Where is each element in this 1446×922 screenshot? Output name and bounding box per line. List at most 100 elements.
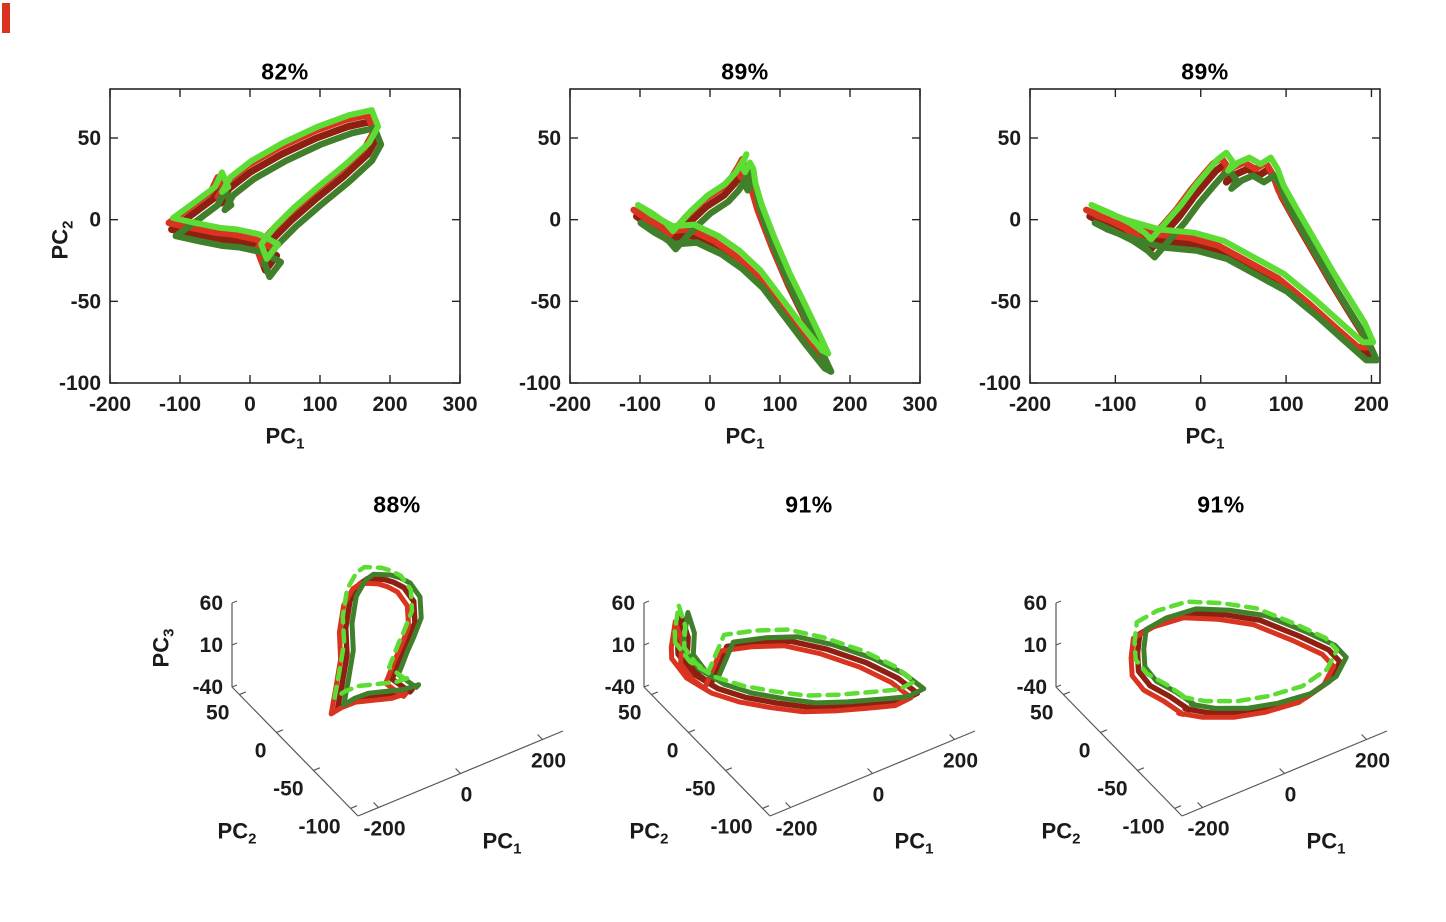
y-axis-line [643, 686, 771, 817]
y-tick-label: -50 [991, 290, 1021, 313]
subplot-title: 89% [721, 58, 769, 85]
y-tick [688, 729, 696, 734]
z-tick-label: -40 [193, 676, 223, 699]
x-axis-label: PC1 [266, 423, 305, 452]
trajectory-bright-green [1132, 599, 1340, 704]
x-axis-label-base: PC [725, 423, 757, 449]
y-tick [1063, 691, 1071, 696]
x-tick-label: -200 [363, 818, 405, 841]
y-tick-label: 0 [1079, 740, 1091, 763]
y-tick [276, 729, 284, 734]
trajectory-dark-green [637, 169, 835, 375]
y-tick-label: -100 [59, 372, 101, 395]
x-axis-label: PC1 [726, 423, 765, 452]
y-tick-label: 50 [1030, 702, 1053, 725]
y-tick [1174, 805, 1182, 809]
z-tick [231, 600, 238, 604]
x-axis-label: PC1 [895, 828, 934, 857]
y-axis-label-base: PC [629, 818, 661, 844]
z-tick-label: 60 [612, 592, 635, 615]
x-axis-label-base: PC [265, 423, 297, 449]
x-tick [1197, 802, 1203, 808]
x-tick-label: -200 [775, 818, 817, 841]
y-tick-label: -50 [1097, 777, 1127, 800]
trajectory-dark-red [334, 576, 418, 713]
z-tick-label: 10 [612, 634, 635, 657]
x-tick-label: 0 [244, 393, 256, 416]
x-tick [785, 802, 791, 808]
z-tick-label: 10 [200, 634, 223, 657]
subplot-title: 91% [785, 491, 833, 518]
x-tick-label: 100 [762, 393, 797, 416]
y-tick-label: -100 [519, 372, 561, 395]
y-axis-label: PC2 [218, 818, 257, 847]
x-tick-label: -200 [89, 393, 131, 416]
trajectory-bright-green [634, 151, 832, 357]
x-tick-label: -200 [549, 393, 591, 416]
y-axis-label-sub: 2 [248, 830, 257, 848]
x-tick-label: -100 [159, 393, 201, 416]
y-tick-label: -100 [979, 372, 1021, 395]
x-tick-label: -200 [1187, 818, 1229, 841]
y-tick [651, 691, 659, 696]
y-axis-label-base: PC [217, 818, 249, 844]
z-tick [643, 600, 650, 604]
x-tick [867, 768, 873, 774]
z-tick [1055, 600, 1062, 604]
x-axis-label-base: PC [894, 828, 926, 854]
y-axis-label: PC2 [630, 818, 669, 847]
y-tick-label: -50 [273, 777, 303, 800]
trajectory-dark-green [341, 571, 424, 708]
z-tick [231, 684, 238, 688]
x-tick-label: 200 [372, 393, 407, 416]
plot-canvas-3d: -200 0 200 50 0 -50 -100 60 10 -40 [1017, 592, 1390, 841]
y-axis-label-sub: 2 [1072, 830, 1081, 848]
subplot-title: 89% [1181, 58, 1229, 85]
x-axis-label-sub: 1 [513, 840, 522, 858]
y-axis-line [231, 686, 359, 817]
trajectory-dark-green [1091, 167, 1380, 364]
x-tick-label: 100 [302, 393, 337, 416]
y-tick-label: 0 [1009, 209, 1021, 232]
y-tick [239, 691, 247, 696]
trajectory-bright-green [332, 564, 415, 700]
x-tick-label: 0 [704, 393, 716, 416]
axes-box [569, 88, 921, 384]
z-tick [231, 642, 238, 646]
x-axis-label-sub: 1 [1216, 435, 1225, 453]
y-tick [313, 767, 321, 772]
y-tick-label: 50 [78, 127, 101, 150]
y-tick-label: -50 [531, 290, 561, 313]
x-tick-label: 200 [1355, 750, 1390, 773]
x-tick [1361, 734, 1367, 740]
x-tick-label: 200 [531, 750, 566, 773]
trajectory-bright-red [668, 619, 914, 715]
y-tick-label: -50 [71, 290, 101, 313]
x-axis-label: PC1 [1186, 423, 1225, 452]
x-axis-label-sub: 1 [1337, 840, 1346, 858]
y-tick-label: 0 [549, 209, 561, 232]
y-tick-label: 0 [667, 740, 679, 763]
z-tick-label: 60 [1024, 592, 1047, 615]
x-tick-label: 200 [943, 750, 978, 773]
x-axis-label-sub: 1 [756, 435, 765, 453]
x-axis-label-base: PC [482, 828, 514, 854]
z-tick-label: 60 [200, 592, 223, 615]
subplot-title: 88% [373, 491, 421, 518]
plot-canvas-3d: -200 0 200 50 0 -50 -100 60 10 -40 [193, 564, 566, 841]
y-axis-label-base: PC [1041, 818, 1073, 844]
y-tick-label: 50 [206, 702, 229, 725]
x-tick [949, 734, 955, 740]
y-tick [1100, 729, 1108, 734]
y-tick-label: 50 [618, 702, 641, 725]
x-axis-label: PC1 [483, 828, 522, 857]
x-axis-label-sub: 1 [925, 840, 934, 858]
axes-box [109, 88, 461, 384]
y-tick [1137, 767, 1145, 772]
